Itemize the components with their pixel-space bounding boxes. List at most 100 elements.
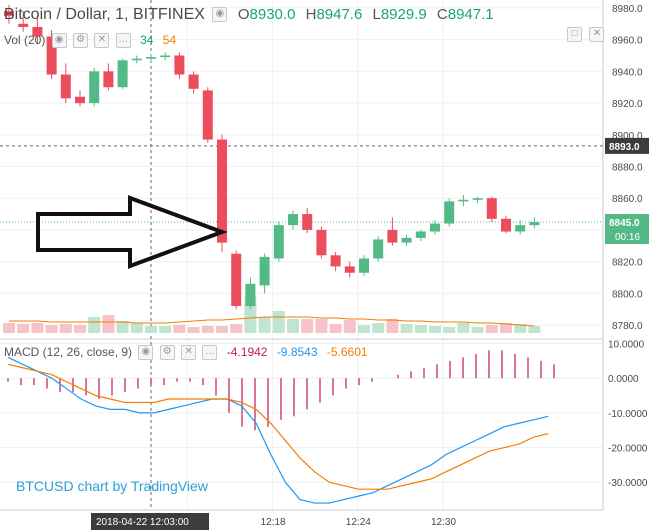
gear-icon[interactable]: ⚙	[159, 345, 175, 361]
candle-body	[288, 214, 298, 226]
low-value: 8929.9	[380, 6, 427, 23]
macd-line	[7, 356, 549, 504]
volume-bar	[329, 324, 342, 333]
macd-label: MACD (12, 26, close, 9)	[4, 345, 133, 359]
current-price-label: 8845.0	[609, 218, 640, 229]
candle-body	[387, 229, 398, 243]
volume-bar	[130, 323, 143, 333]
candle-body	[46, 36, 57, 75]
candle-body	[245, 283, 256, 307]
eye-icon[interactable]: ◉	[51, 33, 67, 49]
candle-body	[430, 223, 440, 232]
close-icon[interactable]: ✕	[589, 27, 605, 43]
volume-bar	[17, 324, 30, 333]
volume-label: Vol (20)	[4, 33, 46, 47]
candle-body	[458, 199, 469, 202]
price-tick-label: 8900.0	[612, 131, 643, 142]
volume-bar	[514, 324, 527, 333]
close-label: C	[436, 6, 448, 23]
volume-bar	[216, 326, 228, 333]
candle-body	[89, 71, 100, 104]
volume-bar	[343, 320, 356, 333]
more-icon[interactable]: …	[202, 345, 218, 361]
open-label: O	[237, 6, 250, 23]
symbol-title: Bitcoin / Dollar, 1, BITFINEX	[4, 6, 205, 23]
reference-price-label: 8893.0	[609, 142, 640, 153]
volume-bar	[116, 321, 129, 333]
volume-bar	[471, 327, 484, 333]
candle-body	[415, 231, 426, 238]
candle-body	[344, 266, 355, 273]
volume-ma-line	[9, 316, 535, 327]
close-icon[interactable]: ✕	[181, 345, 197, 361]
macd-plot	[7, 350, 555, 504]
volume-bar	[173, 325, 186, 333]
price-tick-label: 8920.0	[612, 99, 643, 110]
close-icon[interactable]: ✕	[94, 33, 110, 49]
time-tick-label: 12:18	[261, 517, 286, 528]
volume-bar	[500, 323, 512, 333]
volume-bar	[230, 324, 243, 333]
candle-body	[501, 218, 511, 232]
volume-bar	[301, 319, 314, 333]
volume-bar	[201, 326, 214, 333]
current-price-box	[605, 214, 649, 244]
candle-body	[188, 74, 199, 89]
volume-bar	[443, 327, 456, 333]
volume-bar	[31, 323, 44, 333]
annotation-arrow	[36, 195, 228, 269]
volume-bar	[258, 317, 271, 333]
volume-legend: Vol (20) ◉ ⚙ ✕ … 34 54	[4, 33, 176, 49]
volume-bar	[528, 326, 541, 333]
volume-bar	[287, 319, 299, 333]
candle-body	[302, 214, 313, 230]
candles	[4, 4, 540, 310]
volume-bar	[457, 323, 470, 333]
signal-line	[7, 363, 549, 490]
time-tick-label: 12:24	[346, 517, 371, 528]
more-icon[interactable]: …	[115, 33, 131, 49]
candle-body	[160, 55, 171, 58]
volume-bar	[429, 326, 441, 333]
crosshair-time-label: 2018-04-22 12:03:00	[96, 517, 189, 528]
candle-body	[359, 258, 369, 273]
eye-icon[interactable]: ◉	[138, 345, 154, 361]
price-tick-label: 8980.0	[612, 4, 643, 15]
candle-body	[330, 255, 341, 267]
watermark: BTCUSD chart by TradingView	[16, 478, 208, 494]
volume-bars	[3, 297, 541, 333]
volume-bar	[102, 315, 115, 333]
macd-tick-label: -20.0000	[608, 444, 648, 455]
volume-bar	[3, 323, 15, 333]
macd-hist-value: -4.1942	[226, 345, 268, 359]
gear-icon[interactable]: ⚙	[73, 33, 89, 49]
macd-line-value: -9.8543	[276, 345, 318, 359]
candle-body	[231, 253, 242, 307]
candle-body	[273, 225, 284, 259]
candle-body	[529, 222, 540, 226]
price-tick-label: 8820.0	[612, 258, 643, 269]
volume-bar	[159, 326, 172, 333]
volume-bar	[272, 311, 285, 333]
maximize-icon[interactable]: □	[567, 27, 582, 43]
countdown-label: 00:16	[615, 232, 640, 243]
candle-body	[103, 71, 114, 88]
volume-bar	[59, 324, 72, 333]
eye-icon[interactable]: ◉	[212, 7, 228, 23]
reference-price-box	[605, 137, 649, 154]
candle-body	[18, 23, 29, 27]
candle-body	[515, 225, 526, 232]
time-tick-label: 12:30	[431, 517, 456, 528]
volume-bar	[414, 325, 427, 333]
candle-body	[217, 139, 227, 243]
candle-body	[401, 237, 412, 243]
volume-bar	[74, 325, 86, 333]
high-value: 8947.6	[316, 6, 363, 23]
price-tick-label: 8800.0	[612, 289, 643, 300]
open-value: 8930.0	[249, 6, 296, 23]
candle-body	[32, 26, 43, 37]
macd-tick-label: 0.0000	[608, 374, 639, 385]
price-tick-label: 8940.0	[612, 67, 643, 78]
candle-body	[131, 58, 142, 61]
